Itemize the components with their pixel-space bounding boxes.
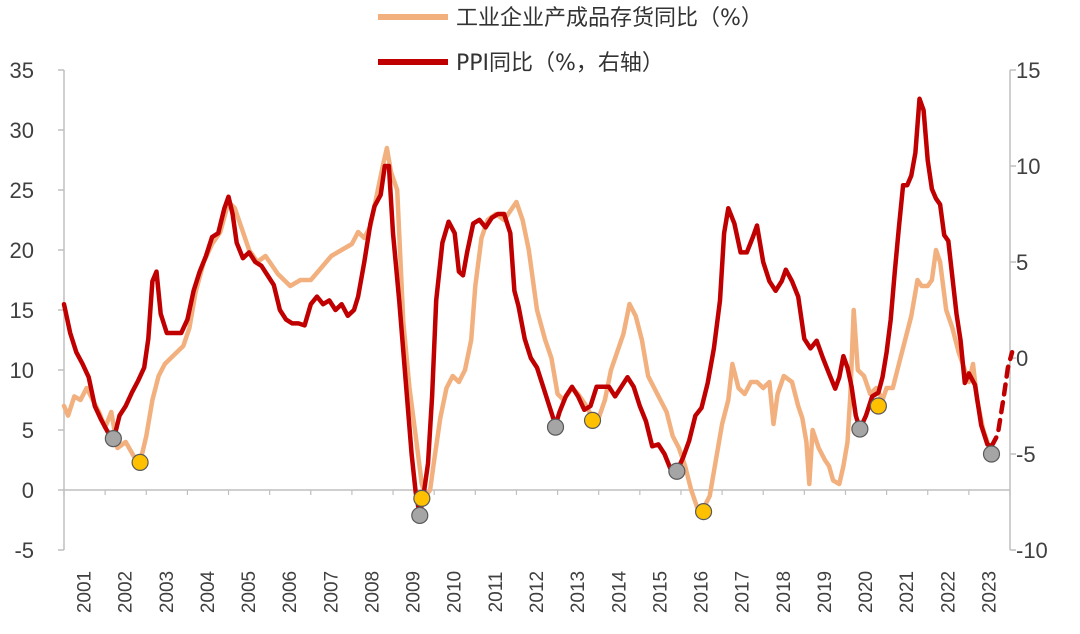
highlight-marker-3 [413,489,431,507]
x-tick-label: 2017 [733,571,754,613]
highlight-marker-5 [583,411,602,429]
x-tick-label: 2003 [157,571,178,613]
left-tick-label: 0 [22,478,34,503]
left-tick-label: 10 [10,358,34,383]
x-tick-label: 2006 [280,571,301,613]
left-tick-label: 30 [10,118,34,143]
x-tick-label: 2012 [527,571,548,613]
left-tick-label: 35 [10,58,34,83]
x-tick-label: 2018 [774,571,795,613]
x-tick-label: 2004 [198,570,219,613]
right-tick-label: -5 [1016,442,1036,467]
x-tick-label: 2011 [486,572,507,613]
highlight-marker-9 [869,397,887,415]
x-tick-label: 2023 [979,571,1000,613]
x-tick-label: 2019 [815,571,836,613]
x-tick-label: 2015 [650,571,671,613]
left-axis-ticks: -5 0 5 10 15 20 25 30 35 [10,58,64,563]
left-tick-label: 20 [10,238,34,263]
x-tick-label: 2002 [116,571,137,613]
x-tick-label: 2022 [938,571,959,613]
highlight-marker-0 [104,430,122,448]
highlight-marker-6 [668,462,686,480]
x-tick-label: 2007 [321,571,342,613]
markers-layer [104,397,1001,525]
highlight-marker-8 [851,420,869,438]
series-layer [61,96,1015,518]
x-tick-label: 2013 [568,571,589,613]
series-line-0 [61,145,992,511]
x-tick-label: 2005 [239,571,260,613]
highlight-marker-4 [546,418,565,436]
x-tick-label: 2014 [609,570,630,613]
legend: 工业企业产成品存货同比（%） PPI同比（%，右轴） [378,6,763,76]
series-line-2 [989,349,1015,449]
x-tick-label: 2010 [445,571,466,613]
series-line-1 [61,96,994,518]
legend-label-ppi: PPI同比（%，右轴） [456,51,664,76]
right-tick-label: 15 [1016,58,1040,83]
x-tick-label: 2009 [404,571,425,613]
x-axis-ticks: 2001 2002 2003 2004 2005 2006 2007 2008 2009 2010… [63,490,1011,613]
left-tick-label: 25 [10,178,34,203]
legend-label-inventory: 工业企业产成品存货同比（%） [456,6,763,31]
left-tick-label: 5 [22,418,34,443]
left-tick-label: -5 [14,538,34,563]
highlight-marker-2 [411,506,429,525]
left-tick-label: 15 [10,298,34,323]
highlight-marker-1 [131,453,149,471]
x-tick-label: 2016 [692,571,713,613]
x-tick-label: 2008 [362,571,383,613]
x-tick-label: 2001 [75,571,96,613]
right-tick-label: 0 [1016,346,1028,371]
x-tick-label: 2021 [897,571,918,613]
right-tick-label: 10 [1016,154,1040,179]
highlight-marker-7 [694,503,713,521]
highlight-marker-10 [982,445,1001,463]
x-tick-label: 2020 [856,571,877,613]
right-tick-label: 5 [1016,250,1028,275]
right-axis-ticks: -10 -5 0 5 10 15 [1010,58,1048,563]
right-tick-label: -10 [1016,538,1048,563]
